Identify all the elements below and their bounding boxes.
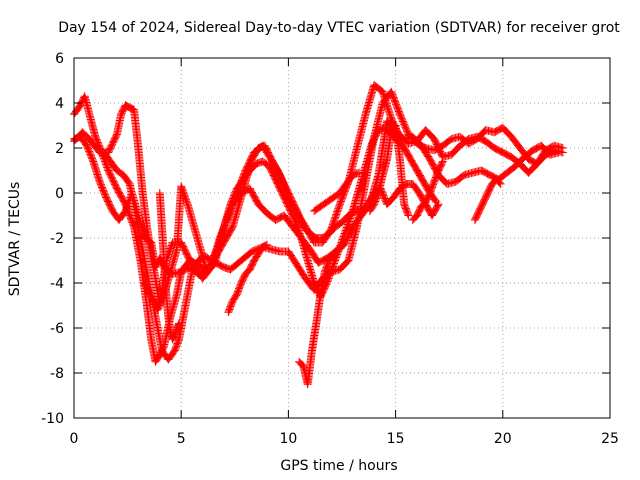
y-tick-label: -8 xyxy=(50,366,64,382)
data-point-marker xyxy=(174,320,183,329)
data-point-marker xyxy=(495,178,504,187)
data-point-marker xyxy=(260,241,269,250)
x-tick-label: 15 xyxy=(387,431,405,447)
y-tick-label: 2 xyxy=(55,141,64,157)
chart-title: Day 154 of 2024, Sidereal Day-to-day VTE… xyxy=(58,20,620,36)
data-point-marker xyxy=(438,158,447,167)
data-series xyxy=(365,121,413,220)
data-point-marker xyxy=(336,241,345,250)
y-tick-label: 4 xyxy=(55,96,64,112)
x-axis-label: GPS time / hours xyxy=(280,458,397,474)
x-tick-label: 0 xyxy=(70,431,79,447)
data-point-marker xyxy=(175,319,184,328)
data-point-marker xyxy=(259,242,268,251)
data-point-marker xyxy=(496,180,505,188)
data-point-marker xyxy=(554,148,563,157)
data-series xyxy=(408,157,447,224)
data-point-marker xyxy=(258,243,267,251)
data-point-marker xyxy=(122,101,131,110)
y-axis-label: SDTVAR / TECUs xyxy=(7,182,23,297)
data-series xyxy=(155,189,184,344)
y-tick-label: -10 xyxy=(41,411,64,427)
data-point-marker xyxy=(404,211,413,220)
data-series xyxy=(470,175,505,224)
data-point-marker xyxy=(431,196,440,205)
data-point-marker xyxy=(403,210,412,219)
data-point-marker xyxy=(125,103,134,112)
y-tick-label: -6 xyxy=(50,321,64,337)
y-tick-label: 6 xyxy=(55,51,64,67)
data-point-marker xyxy=(338,240,346,249)
data-series xyxy=(224,240,271,317)
data-point-marker xyxy=(126,104,135,113)
data-point-marker xyxy=(355,168,364,177)
y-tick-label: -2 xyxy=(50,231,64,247)
data-point-marker xyxy=(121,101,130,110)
x-tick-label: 10 xyxy=(279,431,297,447)
data-point-marker xyxy=(262,240,271,249)
data-series xyxy=(310,168,364,215)
data-point-marker xyxy=(128,105,137,114)
data-series xyxy=(295,240,346,389)
data-point-marker xyxy=(123,102,132,111)
data-point-marker xyxy=(432,198,441,206)
data-points xyxy=(70,81,567,389)
x-tick-label: 20 xyxy=(494,431,512,447)
data-point-marker xyxy=(438,157,447,166)
y-tick-label: -4 xyxy=(50,276,64,292)
axis-ticks: 0 5 10 15 20 25 -10 -8 -6 -4 -2 0 2 4 6 xyxy=(41,51,619,447)
data-point-marker xyxy=(433,201,442,210)
x-tick-label: 25 xyxy=(601,431,619,447)
data-point-marker xyxy=(261,241,270,250)
data-point-marker xyxy=(253,145,262,154)
x-tick-label: 5 xyxy=(177,431,186,447)
data-point-marker xyxy=(124,102,133,111)
data-point-marker xyxy=(168,240,177,248)
data-series xyxy=(100,123,441,364)
y-tick-label: 0 xyxy=(55,186,64,202)
